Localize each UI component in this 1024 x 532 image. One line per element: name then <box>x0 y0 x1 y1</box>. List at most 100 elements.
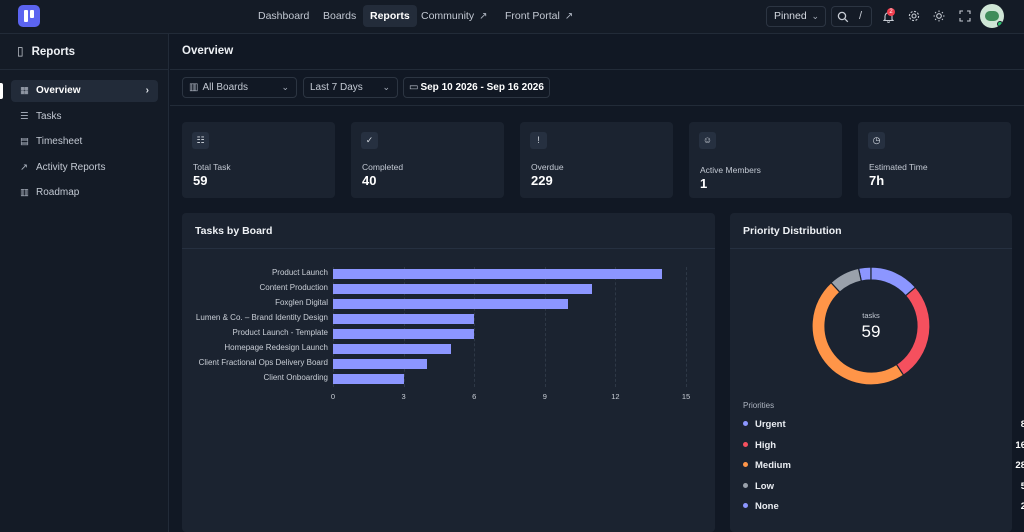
gear-icon[interactable] <box>908 10 920 22</box>
bar-category-label: Product Launch <box>271 268 328 277</box>
search-shortcut-key: / <box>859 10 863 22</box>
bar-category-label: Client Fractional Ops Delivery Board <box>198 358 328 367</box>
nav-community[interactable]: Community ↗ <box>414 5 495 27</box>
nav-dashboard[interactable]: Dashboard <box>251 5 316 27</box>
app-logo[interactable] <box>18 5 40 27</box>
nav-front-portal[interactable]: Front Portal ↗ <box>498 5 580 27</box>
board-filter-dropdown[interactable]: ▥ All Boards ⌄ <box>182 77 297 98</box>
bar-category-label: Foxglen Digital <box>275 298 328 307</box>
sun-icon[interactable] <box>933 10 945 22</box>
panel-divider <box>730 248 1012 249</box>
legend-label: Low <box>755 480 774 492</box>
x-tick-label: 0 <box>330 392 336 401</box>
legend-item-medium: Medium 28 <box>743 459 1024 473</box>
sidebar-item-label: Overview <box>36 85 81 96</box>
legend-item-high: High 16 <box>743 439 1024 453</box>
stat-value: 229 <box>531 173 553 188</box>
sidebar-item-timesheet[interactable]: ▤ Timesheet <box>11 131 158 153</box>
priority-distribution-panel: Priority Distribution tasks 59 Prioritie… <box>730 213 1024 532</box>
sidebar-item-roadmap[interactable]: ▥ Roadmap <box>11 182 158 204</box>
pinned-label: Pinned <box>774 10 807 22</box>
donut-slice-high[interactable] <box>895 286 931 376</box>
legend-label: None <box>755 501 779 512</box>
tasks-by-board-title: Tasks by Board <box>195 225 273 237</box>
legend-label: Medium <box>755 460 791 471</box>
date-from: Sep 10 2026 <box>420 82 478 93</box>
sidebar-item-tasks[interactable]: ☰ Tasks <box>11 106 158 128</box>
bar-category-label: Lumen & Co. – Brand Identity Design <box>195 313 328 322</box>
legend-value: 16 <box>1015 439 1024 451</box>
panel-divider <box>182 248 715 249</box>
active-indicator <box>0 83 3 99</box>
legend-value: 2 <box>1020 501 1024 512</box>
task-list-icon: ☷ <box>192 132 209 149</box>
sidebar-panel-icon[interactable]: ▯ <box>17 44 24 58</box>
priority-distribution-title: Priority Distribution <box>743 225 842 237</box>
legend-color-dot <box>743 462 748 467</box>
x-tick-label: 15 <box>681 392 691 401</box>
donut-slice-urgent[interactable] <box>870 266 917 297</box>
legend-color-dot <box>743 503 748 508</box>
bar[interactable] <box>333 284 592 294</box>
bar-chart: 0 3 6 9 12 15 Product Launch Content Production… <box>182 213 715 413</box>
bar-category-label: Client Onboarding <box>263 373 328 382</box>
donut-center-value: 59 <box>862 322 881 341</box>
nav-boards[interactable]: Boards <box>316 5 363 27</box>
stat-label: Active Members <box>700 165 761 175</box>
online-status-dot <box>997 21 1003 27</box>
bar[interactable] <box>333 359 428 369</box>
legend-item-none: None 2 <box>743 500 1024 514</box>
donut-slice-medium[interactable] <box>811 281 905 386</box>
bar[interactable] <box>333 374 404 384</box>
legend-item-low: Low 5 <box>743 480 1024 494</box>
bar-category-label: Content Production <box>259 283 329 292</box>
donut-center-label: tasks <box>862 311 880 320</box>
stat-card-overdue: ! Overdue 229 <box>520 122 673 198</box>
sidebar-divider <box>0 69 168 70</box>
nav-front-portal-label: Front Portal <box>505 10 560 22</box>
chevron-down-icon: ⌄ <box>811 11 819 21</box>
pinned-dropdown[interactable]: Pinned ⌄ <box>766 6 826 27</box>
priority-donut-chart: tasks 59 <box>811 266 931 386</box>
legend-value: 28 <box>1015 460 1024 471</box>
bar[interactable] <box>333 299 569 309</box>
grid-line <box>403 267 405 387</box>
sidebar-item-overview[interactable]: ▦ Overview › <box>11 80 158 102</box>
sidebar-item-label: Activity Reports <box>36 162 106 173</box>
user-avatar[interactable] <box>980 4 1004 28</box>
search-button[interactable]: / <box>831 6 872 27</box>
map-icon: ▥ <box>20 187 29 198</box>
bar[interactable] <box>333 344 451 354</box>
stat-value: 1 <box>700 176 708 191</box>
external-link-icon: ↗ <box>479 11 488 22</box>
bar[interactable] <box>333 269 663 279</box>
legend-color-dot <box>743 482 748 488</box>
range-filter-dropdown[interactable]: Last 7 Days ⌄ <box>303 77 398 98</box>
stat-value: 59 <box>193 173 208 188</box>
bar[interactable] <box>333 314 475 324</box>
stat-card-active-members: ☺ Active Members 1 <box>689 122 842 198</box>
nav-dashboard-label: Dashboard <box>258 10 310 22</box>
date-separator: - <box>480 82 484 93</box>
chevron-down-icon: ⌄ <box>281 82 289 92</box>
nav-reports-label: Reports <box>370 10 410 22</box>
donut-slice-low[interactable] <box>830 267 862 294</box>
range-filter-value: Last 7 Days <box>310 82 363 93</box>
list-check-icon: ☰ <box>20 111 29 122</box>
x-tick-label: 6 <box>472 392 477 401</box>
bar-category-label: Product Launch - Template <box>232 328 328 337</box>
nav-community-label: Community <box>421 10 475 22</box>
page-title: Overview <box>182 45 234 57</box>
x-tick-label: 12 <box>611 392 620 401</box>
bar[interactable] <box>333 329 475 339</box>
timesheet-icon: ▤ <box>20 136 29 147</box>
date-range-picker[interactable]: ▭ Sep 10 2026 - Sep 16 2026 <box>403 77 550 98</box>
nav-reports[interactable]: Reports <box>363 5 417 27</box>
search-icon <box>837 11 849 23</box>
grid-icon: ▦ <box>20 85 29 96</box>
grid-line <box>686 267 687 387</box>
fullscreen-icon[interactable] <box>959 10 971 22</box>
sidebar: ▯ Reports ▦ Overview › ☰ Tasks ▤ Timesheet ↗ A… <box>0 34 169 532</box>
sidebar-item-activity-reports[interactable]: ↗ Activity Reports <box>11 157 158 179</box>
stat-value: 7h <box>869 173 885 188</box>
